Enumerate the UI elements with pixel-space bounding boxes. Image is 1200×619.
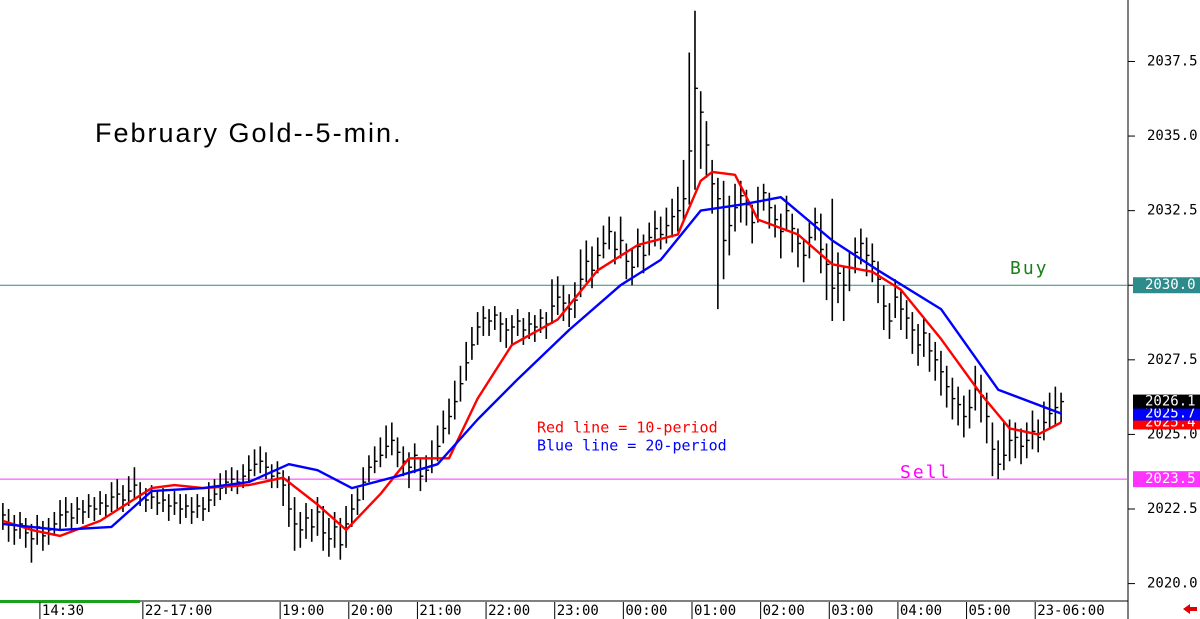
level-value-label: 2023.5 [1145,471,1196,487]
x-tick-label: 23:00 [557,603,599,619]
moving-average-line [2,196,1062,532]
x-tick-label: 00:00 [625,603,667,619]
x-tick-label: 22-17:00 [145,603,212,619]
level-name: Sell [900,462,951,483]
x-tick-label: 20:00 [351,603,393,619]
moving-average-line [2,170,1062,538]
legend-annotation: Blue line = 20-period [537,437,727,455]
y-tick-label: 2027.5 [1147,352,1198,368]
x-tick-label: 03:00 [831,603,873,619]
x-tick-label: 01:00 [694,603,736,619]
last-value-label: 2026.1 [1145,394,1196,410]
x-tick-label: 02:00 [763,603,805,619]
x-tick-label: 14:30 [42,603,84,619]
last-value-box [1133,406,1200,421]
y-tick-label: 2025.0 [1147,426,1198,442]
y-tick-label: 2035.0 [1147,128,1198,144]
x-tick-label: 21:00 [419,603,461,619]
last-value-label: 2025.7 [1145,406,1196,422]
level-value-label: 2030.0 [1145,277,1196,293]
level-value-box [1133,471,1200,488]
chart-title: February Gold--5-min. [95,118,403,148]
y-tick-label: 2037.5 [1147,53,1198,69]
x-tick-label: 05:00 [969,603,1011,619]
legend-annotation: Red line = 10-period [537,419,718,437]
y-tick-label: 2022.5 [1147,501,1198,517]
x-tick-label: 23-06:00 [1037,603,1104,619]
y-tick-label: 2020.0 [1147,576,1198,592]
y-tick-label: 2032.5 [1147,203,1198,219]
level-name: Buy [1010,258,1049,279]
level-value-box [1133,277,1200,294]
last-value-box [1133,394,1200,409]
x-tick-label: 22:00 [488,603,530,619]
session-marker [0,600,140,603]
scroll-arrow [1183,604,1197,614]
x-tick-label: 04:00 [900,603,942,619]
x-tick-label: 19:00 [282,603,324,619]
plot-area: 2020.0 2022.5 2025.0 2027.5 2030.0 2032.5 2035… [0,10,1200,619]
